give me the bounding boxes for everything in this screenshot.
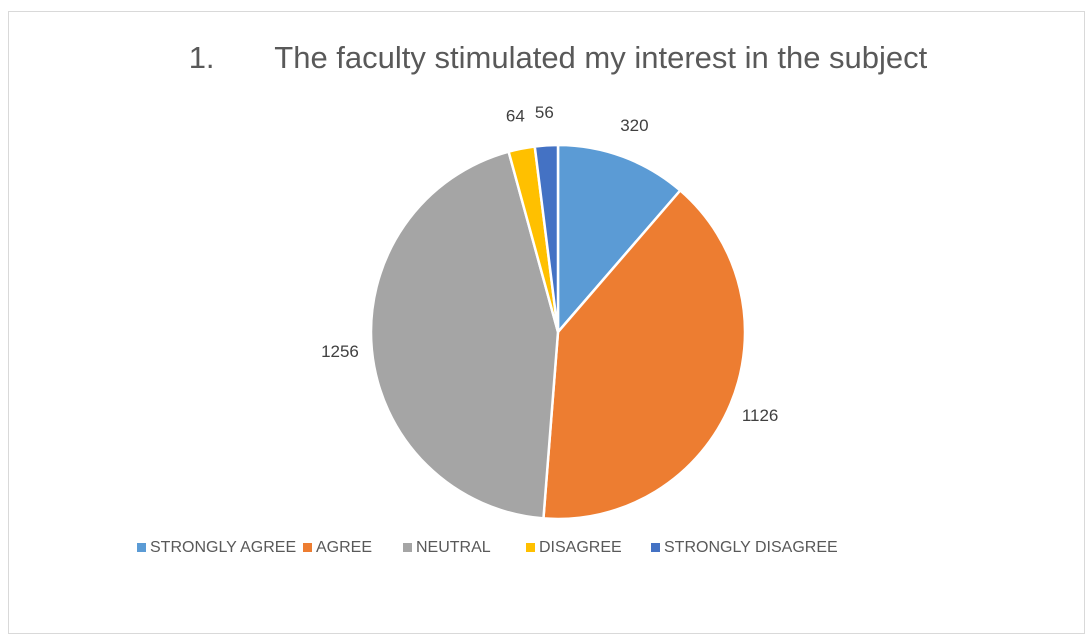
legend-label: STRONGLY AGREE: [150, 539, 296, 556]
pie-slice: [542, 188, 747, 521]
data-label: 56: [535, 103, 554, 122]
legend-label: DISAGREE: [539, 539, 622, 556]
legend-label: STRONGLY DISAGREE: [664, 539, 838, 556]
legend-marker: [303, 543, 312, 552]
pie-slice: [533, 143, 560, 333]
data-label: 1256: [321, 342, 359, 361]
legend-marker: [526, 543, 535, 552]
legend-marker: [137, 543, 146, 552]
chart-title: 1. The faculty stimulated my interest in…: [189, 40, 928, 75]
legend-marker: [403, 543, 412, 552]
pie-slice: [556, 143, 683, 336]
legend-label: AGREE: [316, 539, 372, 556]
data-label: 64: [506, 107, 525, 126]
pie-slice: [369, 150, 560, 520]
legend-label: NEUTRAL: [416, 539, 491, 556]
data-label: 1126: [742, 406, 779, 425]
data-label: 320: [620, 116, 648, 135]
legend-marker: [651, 543, 660, 552]
